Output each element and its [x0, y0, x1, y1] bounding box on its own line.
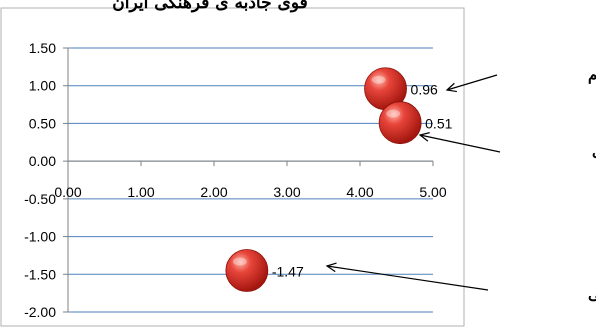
x-tick-labels: 0.00 1.00 2.00 3.00 4.00 5.00 — [54, 184, 446, 200]
callout-arrowhead — [418, 132, 430, 142]
data-points — [225, 67, 422, 292]
x-tick-label: 3.00 — [273, 184, 300, 200]
y-tick-label: 0.00 — [29, 153, 56, 169]
callout-arrowhead — [445, 82, 457, 93]
data-point-highlight — [371, 75, 386, 84]
callout-line — [419, 134, 501, 153]
data-point-highlight — [386, 109, 401, 118]
y-tick-labels: 1.50 1.00 0.50 0.00 -0.50 -1.00 -1.50 -2.00 — [24, 40, 56, 320]
x-tick-label: 5.00 — [419, 184, 446, 200]
y-tick-label: -1.50 — [24, 266, 56, 282]
callout-line — [446, 74, 498, 91]
y-tick-label: 1.00 — [29, 78, 56, 94]
callout-line — [326, 265, 489, 291]
x-tick-label: 4.00 — [346, 184, 373, 200]
y-tick-label: 1.50 — [29, 40, 56, 56]
callout-label: قدرت نرم — [588, 66, 596, 84]
axes — [63, 47, 434, 313]
data-point-highlight — [232, 257, 247, 266]
data-point — [378, 101, 422, 145]
y-tick-label: -1.00 — [24, 229, 56, 245]
callout-label: رسانه های — [592, 142, 596, 160]
x-tick-label: 0.00 — [54, 184, 81, 200]
data-point — [225, 249, 269, 292]
callout-arrowhead — [325, 262, 337, 273]
y-tick-label: -0.50 — [24, 191, 56, 207]
callout-label: دیپلماسی — [588, 285, 596, 304]
data-label: 0.51 — [425, 116, 452, 132]
y-tick-label: -2.00 — [24, 304, 56, 320]
data-label: 0.96 — [411, 82, 438, 98]
data-label: -1.47 — [272, 264, 304, 280]
chart-title: قوی جاذبه ی فرهنگی ایران — [112, 0, 308, 13]
data-labels: 0.96 0.51 -1.47 — [272, 82, 453, 280]
callout-labels: قدرت نرم رسانه های دیپلماسی — [588, 66, 596, 304]
callout-lines — [325, 74, 501, 291]
y-tick-label: 0.50 — [29, 115, 56, 131]
x-tick-label: 1.00 — [127, 184, 154, 200]
x-tick-label: 2.00 — [200, 184, 227, 200]
